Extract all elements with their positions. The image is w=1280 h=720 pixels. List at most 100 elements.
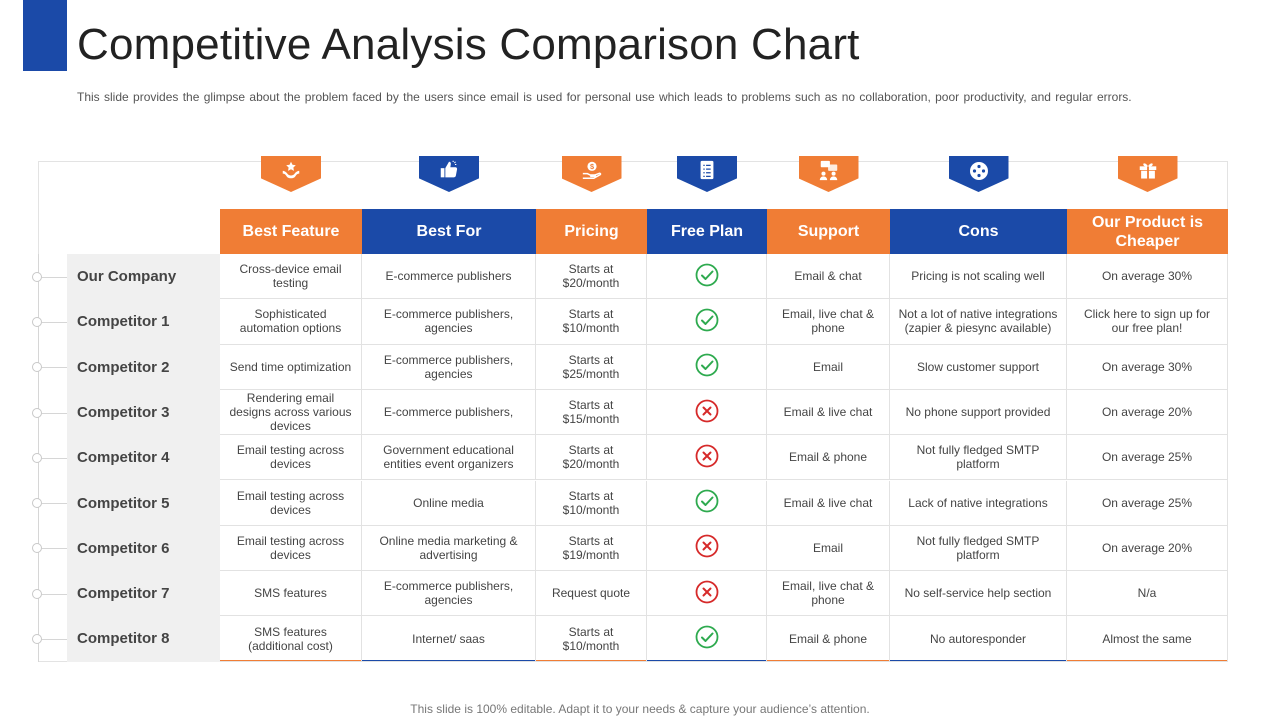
support-chat-icon — [818, 156, 840, 186]
cell-text: Government educational entities event or… — [383, 443, 514, 472]
timeline-connector — [42, 457, 67, 459]
thumbs-up-icon — [438, 156, 460, 186]
cell-text: Slow customer support — [916, 359, 1040, 374]
table-cell-free-plan — [647, 571, 767, 617]
cell-text: Lack of native integrations — [908, 495, 1048, 510]
table-cell-cheaper: On average 30% — [1067, 254, 1228, 300]
cell-text: No phone support provided — [905, 405, 1051, 420]
row-label: Competitor 7 — [77, 585, 170, 603]
footer-note: This slide is 100% editable. Adapt it to… — [410, 702, 870, 716]
table-cell-support: Email, live chat & phone — [767, 571, 890, 617]
table-cell-best-feature: SMS features (additional cost) — [220, 616, 362, 662]
title-accent-bar — [23, 0, 67, 71]
timeline-node — [32, 543, 42, 554]
cell-text: Starts at $15/month — [562, 398, 620, 427]
table-cell-best-for: Online media marketing & advertising — [362, 525, 536, 572]
table-cell-best-for: E-commerce publishers, agencies — [362, 344, 536, 390]
timeline-connector — [42, 276, 67, 278]
cell-text: Email, live chat & phone — [781, 307, 875, 336]
table-cell-cheaper: On average 20% — [1067, 389, 1228, 436]
table-cell-best-for: Online media — [362, 480, 536, 526]
cell-text: Email & phone — [788, 631, 868, 646]
table-cell-support: Email & chat — [767, 254, 890, 300]
cell-text: Internet/ saas — [412, 631, 485, 646]
table-cell-cons: Lack of native integrations — [890, 480, 1067, 526]
cell-text: Online media marketing & advertising — [379, 533, 518, 562]
table-cell-free-plan — [647, 344, 767, 390]
check-icon — [694, 352, 720, 381]
cell-text: Rendering email designs across various d… — [229, 391, 352, 434]
cell-text: No self-service help section — [904, 586, 1052, 601]
column-header: Pricing — [536, 209, 647, 254]
timeline-connector — [42, 321, 67, 323]
cell-text: Email & phone — [788, 450, 868, 465]
table-cell-cons: Slow customer support — [890, 344, 1067, 390]
cell-text: On average 25% — [1101, 450, 1193, 465]
cell-text: Email & chat — [794, 269, 862, 284]
row-label: Competitor 5 — [77, 494, 170, 512]
timeline-connector — [42, 503, 67, 505]
row-label: Our Company — [77, 268, 177, 285]
cell-text: On average 25% — [1101, 495, 1193, 510]
cell-text: Almost the same — [1102, 631, 1192, 646]
cross-icon — [694, 533, 720, 562]
table-cell-support: Email — [767, 344, 890, 390]
timeline-node — [32, 362, 42, 373]
cell-text: On average 30% — [1101, 359, 1193, 374]
timeline-connector — [42, 367, 67, 369]
check-icon — [694, 262, 720, 291]
timeline-connector — [42, 593, 67, 595]
cell-text: On average 20% — [1101, 405, 1193, 420]
table-cell-free-plan — [647, 480, 767, 526]
timeline-node — [32, 316, 42, 327]
svg-text:$: $ — [589, 162, 593, 171]
check-icon — [694, 307, 720, 336]
cell-text: Not a lot of native integrations (zapier… — [898, 307, 1058, 336]
timeline-connector — [42, 639, 67, 641]
cell-text: Starts at $19/month — [562, 533, 620, 562]
cell-text: SMS features — [254, 586, 327, 601]
table-cell-best-for: Government educational entities event or… — [362, 435, 536, 481]
check-icon — [694, 488, 720, 517]
row-label: Competitor 2 — [77, 358, 170, 376]
table-cell-support: Email & live chat — [767, 389, 890, 436]
column-header: Cons — [890, 209, 1067, 254]
column-header: Free Plan — [647, 209, 767, 254]
table-cell-free-plan — [647, 525, 767, 572]
table-cell-best-feature: Sophisticated automation options — [220, 299, 362, 345]
checklist-icon — [696, 156, 718, 186]
cross-icon — [694, 398, 720, 427]
row-label: Competitor 6 — [77, 539, 170, 557]
table-cell-free-plan — [647, 299, 767, 345]
cell-text: SMS features (additional cost) — [248, 624, 333, 653]
table-cell-free-plan — [647, 616, 767, 662]
table-cell-pricing: Starts at $10/month — [536, 480, 647, 526]
gamepad-icon — [967, 156, 991, 188]
table-cell-cons: Not a lot of native integrations (zapier… — [890, 299, 1067, 345]
gift-icon — [1137, 156, 1159, 186]
cell-text: Pricing is not scaling well — [911, 269, 1045, 284]
timeline-node — [32, 407, 42, 418]
table-cell-pricing: Starts at $10/month — [536, 616, 647, 662]
table-cell-pricing: Starts at $20/month — [536, 254, 647, 300]
table-cell-cheaper: On average 25% — [1067, 435, 1228, 481]
cell-text: Email testing across devices — [236, 443, 345, 472]
table-cell-best-for: E-commerce publishers, agencies — [362, 299, 536, 345]
cell-text: Starts at $20/month — [562, 443, 620, 472]
cell-text: E-commerce publishers, — [383, 405, 514, 420]
column-header: Best Feature — [220, 209, 362, 254]
table-cell-cheaper: N/a — [1067, 571, 1228, 617]
cell-text: E-commerce publishers, agencies — [383, 352, 514, 381]
cell-text: Starts at $10/month — [562, 624, 620, 653]
timeline-node — [32, 452, 42, 463]
cell-text: Online media — [413, 495, 484, 510]
table-cell-best-feature: Email testing across devices — [220, 480, 362, 526]
cell-text: Not fully fledged SMTP platform — [916, 443, 1040, 472]
page-subtitle: This slide provides the glimpse about th… — [77, 90, 1132, 104]
table-cell-pricing: Starts at $20/month — [536, 435, 647, 481]
cell-text: Email testing across devices — [236, 533, 345, 562]
table-cell-free-plan — [647, 389, 767, 436]
table-cell-best-feature: Send time optimization — [220, 344, 362, 390]
table-cell-pricing: Starts at $15/month — [536, 389, 647, 436]
cell-text: Cross-device email testing — [239, 262, 342, 291]
